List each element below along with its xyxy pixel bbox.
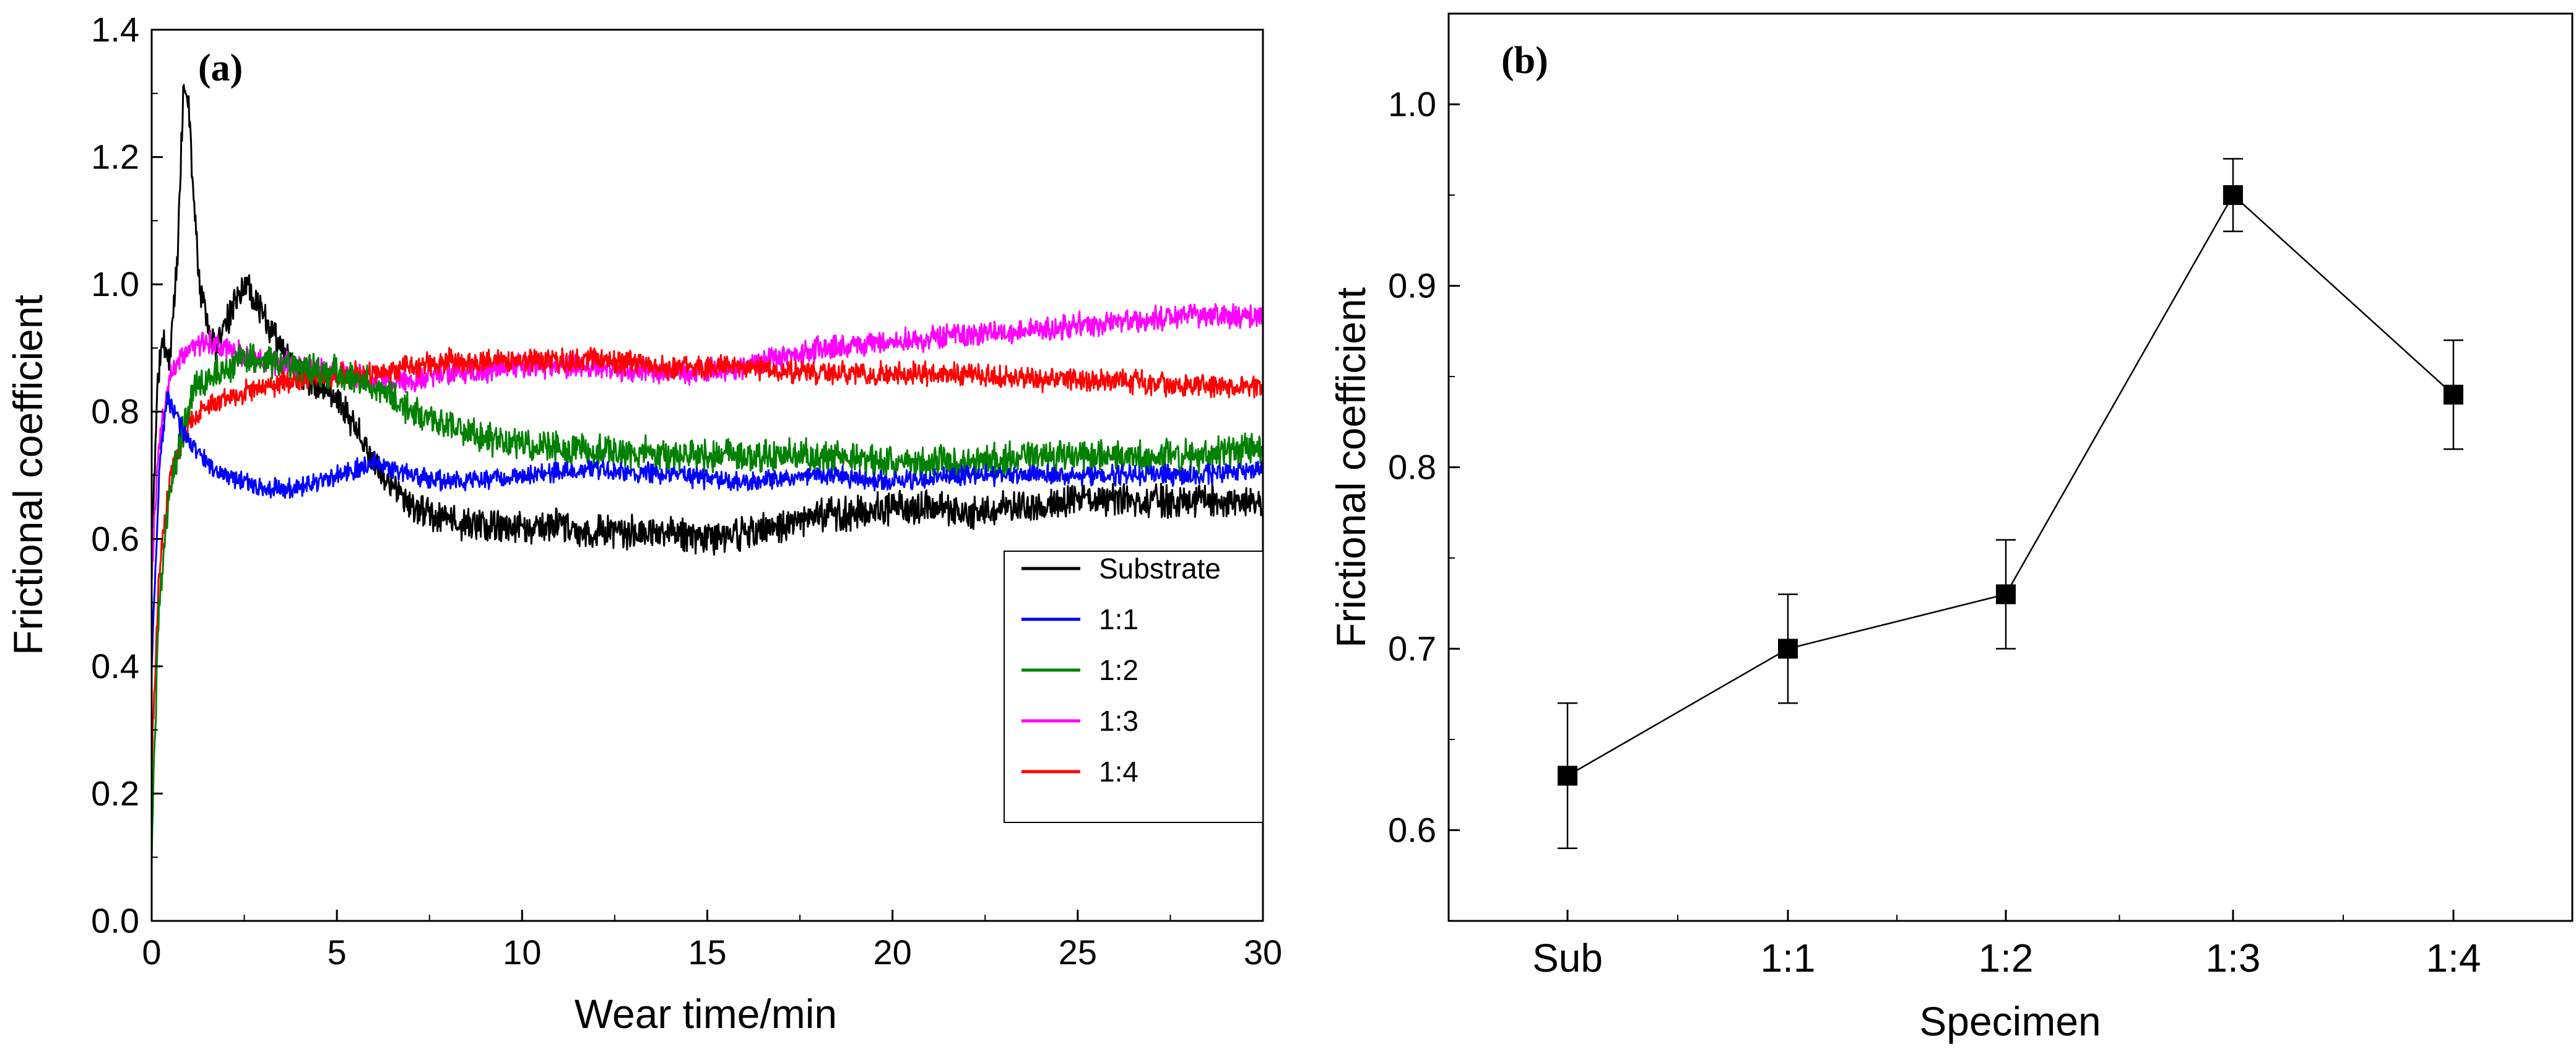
panel-a-legend: Substrate 1:1 1:2 1:3 1:4 [1004, 551, 1264, 823]
data-point-1-4 [2444, 385, 2463, 405]
panel-a-y-tick-label: 0.4 [91, 647, 139, 686]
panel-a-y-tick-label: 0.8 [91, 392, 139, 431]
legend-box [1004, 551, 1264, 823]
panel-b-point-chart: 0.6 0.7 0.8 0.9 1.0 Sub 1:1 1:2 1:3 1:4 (b) Spec… [1328, 12, 2574, 1044]
panel-a-x-tick-label: 5 [327, 933, 347, 972]
panel-b-y-tick-label: 1.0 [1388, 85, 1436, 124]
panel-a-y-tick-label: 0.2 [91, 774, 139, 813]
panel-b-x-axis-title: Specimen [1919, 998, 2101, 1044]
panel-b-y-tick-label: 0.7 [1388, 629, 1436, 668]
panel-a-x-axis: 0 5 10 15 20 25 30 [142, 910, 1282, 972]
panel-b-plot-frame [1447, 12, 2574, 922]
panel-a-x-tick-label: 15 [688, 933, 726, 972]
panel-a-y-tick-label: 1.4 [91, 10, 139, 49]
series-line-substrate [150, 84, 1264, 580]
panel-a-series-group [150, 84, 1264, 861]
legend-label-substrate: Substrate [1099, 552, 1221, 585]
data-point-1-1 [1778, 638, 1798, 659]
panel-b-y-axis: 0.6 0.7 0.8 0.9 1.0 [1388, 13, 1460, 922]
panel-b-x-tick-label: Sub [1532, 936, 1603, 980]
data-point-sub [1558, 765, 1577, 786]
panel-b-x-tick-label: 1:2 [1979, 936, 2034, 980]
panel-b-x-tick-label: 1:1 [1761, 936, 1816, 980]
series-line-1-1 [150, 391, 1264, 671]
panel-a-x-tick-label: 10 [503, 933, 541, 972]
panel-a-y-tick-label: 1.0 [91, 264, 139, 303]
panel-a-y-tick-label: 1.2 [91, 137, 139, 176]
legend-label-1-3: 1:3 [1099, 705, 1138, 737]
panel-b-data-marks [1558, 158, 2463, 850]
panel-a-y-axis-title: Frictional coefficient [5, 295, 51, 655]
panel-b-x-tick-label: 1:4 [2426, 936, 2481, 980]
panel-a-y-tick-label: 0.0 [91, 901, 139, 940]
panel-a-x-tick-label: 25 [1059, 933, 1097, 972]
data-point-1-3 [2223, 185, 2243, 205]
panel-a-x-tick-label: 20 [874, 933, 912, 972]
panel-a-label: (a) [198, 47, 243, 89]
panel-b-connecting-line [1567, 194, 2454, 777]
legend-label-1-2: 1:2 [1099, 654, 1138, 686]
panel-a-y-axis: 0.0 0.2 0.4 0.6 0.8 1.0 1.2 1.4 [91, 10, 163, 940]
panel-a-y-tick-label: 0.6 [91, 519, 139, 558]
panel-a-x-axis-title: Wear time/min [575, 991, 837, 1037]
panel-b-label: (b) [1501, 40, 1548, 82]
panel-b-y-tick-label: 0.6 [1388, 811, 1436, 850]
panel-a-line-chart: 0.0 0.2 0.4 0.6 0.8 1.0 1.2 1.4 0 5 10 15 20 25 30 (a… [5, 10, 1282, 1037]
panel-b-x-axis: Sub 1:1 1:2 1:3 1:4 [1532, 910, 2481, 980]
data-point-1-2 [1996, 584, 2016, 604]
panel-b-x-tick-label: 1:3 [2206, 936, 2261, 980]
panel-a-x-tick-label: 0 [142, 933, 161, 972]
legend-label-1-1: 1:1 [1099, 603, 1138, 635]
panel-b-y-tick-label: 0.8 [1388, 448, 1436, 487]
legend-label-1-4: 1:4 [1099, 756, 1138, 788]
series-line-1-2 [150, 342, 1264, 861]
panel-b-y-tick-label: 0.9 [1388, 266, 1436, 305]
panel-b-y-axis-title: Frictional coefficient [1328, 287, 1374, 648]
panel-a-x-tick-label: 30 [1244, 933, 1282, 972]
